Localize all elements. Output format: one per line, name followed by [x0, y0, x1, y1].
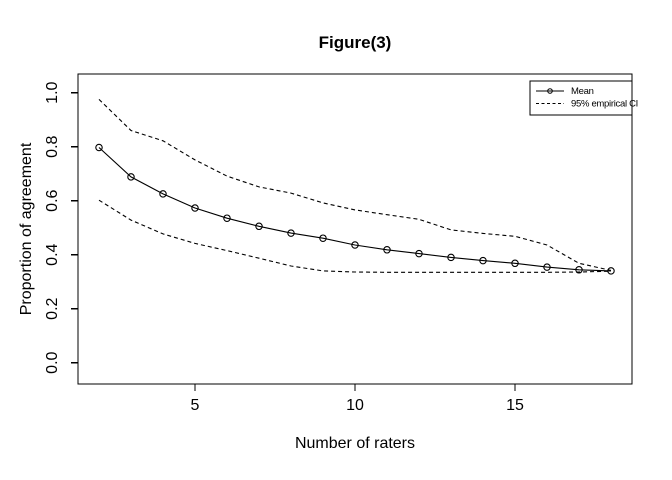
x-axis-label: Number of raters	[295, 435, 415, 452]
data-point-marker	[479, 256, 487, 265]
data-point-marker	[95, 143, 103, 152]
data-point-marker	[415, 249, 423, 258]
legend-item-label: 95% empirical CI	[571, 99, 638, 110]
data-point-marker	[383, 246, 391, 254]
series-line-0	[98, 147, 612, 272]
x-tick-label: 15	[506, 397, 524, 414]
x-tick-label: 10	[346, 397, 364, 414]
figure-title: Figure(3)	[319, 33, 392, 52]
data-point-marker	[511, 259, 519, 268]
data-point-marker	[287, 229, 295, 237]
axis-ticks: 0.0 0.2 0.4 0.6 0.8 1.0 5 10 15	[44, 81, 524, 414]
data-point-marker	[447, 253, 455, 262]
data-point-marker	[351, 241, 359, 249]
y-tick-label: 0.0	[44, 351, 61, 373]
plot-box-border	[77, 73, 633, 385]
y-tick-label: 0.8	[44, 135, 61, 157]
data-point-marker	[543, 263, 551, 271]
legend: Mean 95% empirical CI	[529, 80, 638, 116]
legend-item-label: Mean	[571, 86, 594, 97]
x-tick-label: 5	[191, 397, 200, 414]
data-series	[95, 99, 615, 275]
data-point-marker	[223, 214, 231, 222]
y-tick-label: 0.4	[44, 243, 61, 265]
y-tick-label: 0.6	[44, 189, 61, 211]
series-line-2	[98, 199, 612, 273]
y-axis-label: Proportion of agreement	[18, 142, 35, 315]
y-tick-label: 0.2	[44, 297, 61, 319]
data-point-marker	[191, 204, 199, 212]
plot-box	[77, 73, 633, 385]
y-tick-label: 1.0	[44, 81, 61, 103]
data-point-marker	[575, 266, 583, 274]
data-point-marker	[127, 173, 135, 181]
data-point-marker	[319, 234, 327, 242]
data-point-marker	[159, 190, 167, 198]
legend-sample-marker	[547, 88, 553, 94]
legend-box	[529, 80, 633, 116]
data-point-marker	[255, 222, 263, 231]
series-line-1	[98, 99, 612, 271]
